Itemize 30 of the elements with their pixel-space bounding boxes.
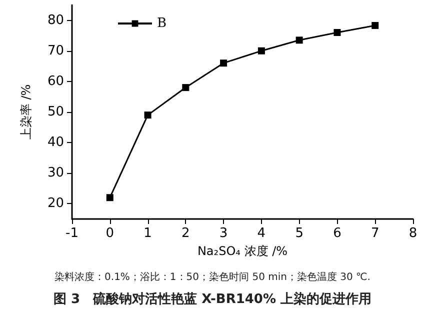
x-tick-label: 3 bbox=[219, 226, 228, 241]
point bbox=[334, 29, 341, 36]
y-tick-label: 40 bbox=[47, 135, 64, 150]
y-tick-label: 50 bbox=[47, 104, 64, 120]
x-tick-label: 2 bbox=[182, 226, 190, 241]
point bbox=[106, 194, 114, 202]
y-tick-label: 60 bbox=[47, 74, 64, 89]
point bbox=[296, 36, 303, 44]
x-tick-label: 8 bbox=[408, 226, 418, 241]
point bbox=[220, 60, 228, 67]
point bbox=[258, 47, 265, 54]
x-tick-label: 5 bbox=[295, 226, 304, 241]
x-tick-label: 6 bbox=[333, 226, 342, 241]
x-tick-label: 4 bbox=[257, 226, 266, 241]
text: 图 3 硫酸钠对活性艳蓝 X-BR140% 上染的促进作用 bbox=[52, 290, 373, 308]
x-tick-label: 7 bbox=[370, 226, 380, 241]
legend-label: B bbox=[157, 16, 167, 31]
y-tick-label: 30 bbox=[47, 166, 64, 181]
y-tick-label: 70 bbox=[47, 43, 64, 58]
point bbox=[144, 112, 152, 119]
text: 染料浓度：0.1%；浴比：1：50；染色时间 50 min；染色温度 30 ℃. bbox=[54, 270, 372, 284]
x-tick-label: 0 bbox=[106, 226, 114, 241]
y-axis-title: 上染率 /% bbox=[19, 84, 33, 140]
x-axis-title: Na₂SO₄ 浓度 /% bbox=[197, 244, 288, 258]
x-tick-label: 1 bbox=[144, 226, 152, 241]
point bbox=[182, 84, 190, 92]
y-tick-label: 80 bbox=[47, 12, 64, 28]
x-tick-label: -1 bbox=[66, 226, 78, 241]
y-tick-label: 20 bbox=[47, 196, 64, 212]
point bbox=[372, 22, 379, 29]
